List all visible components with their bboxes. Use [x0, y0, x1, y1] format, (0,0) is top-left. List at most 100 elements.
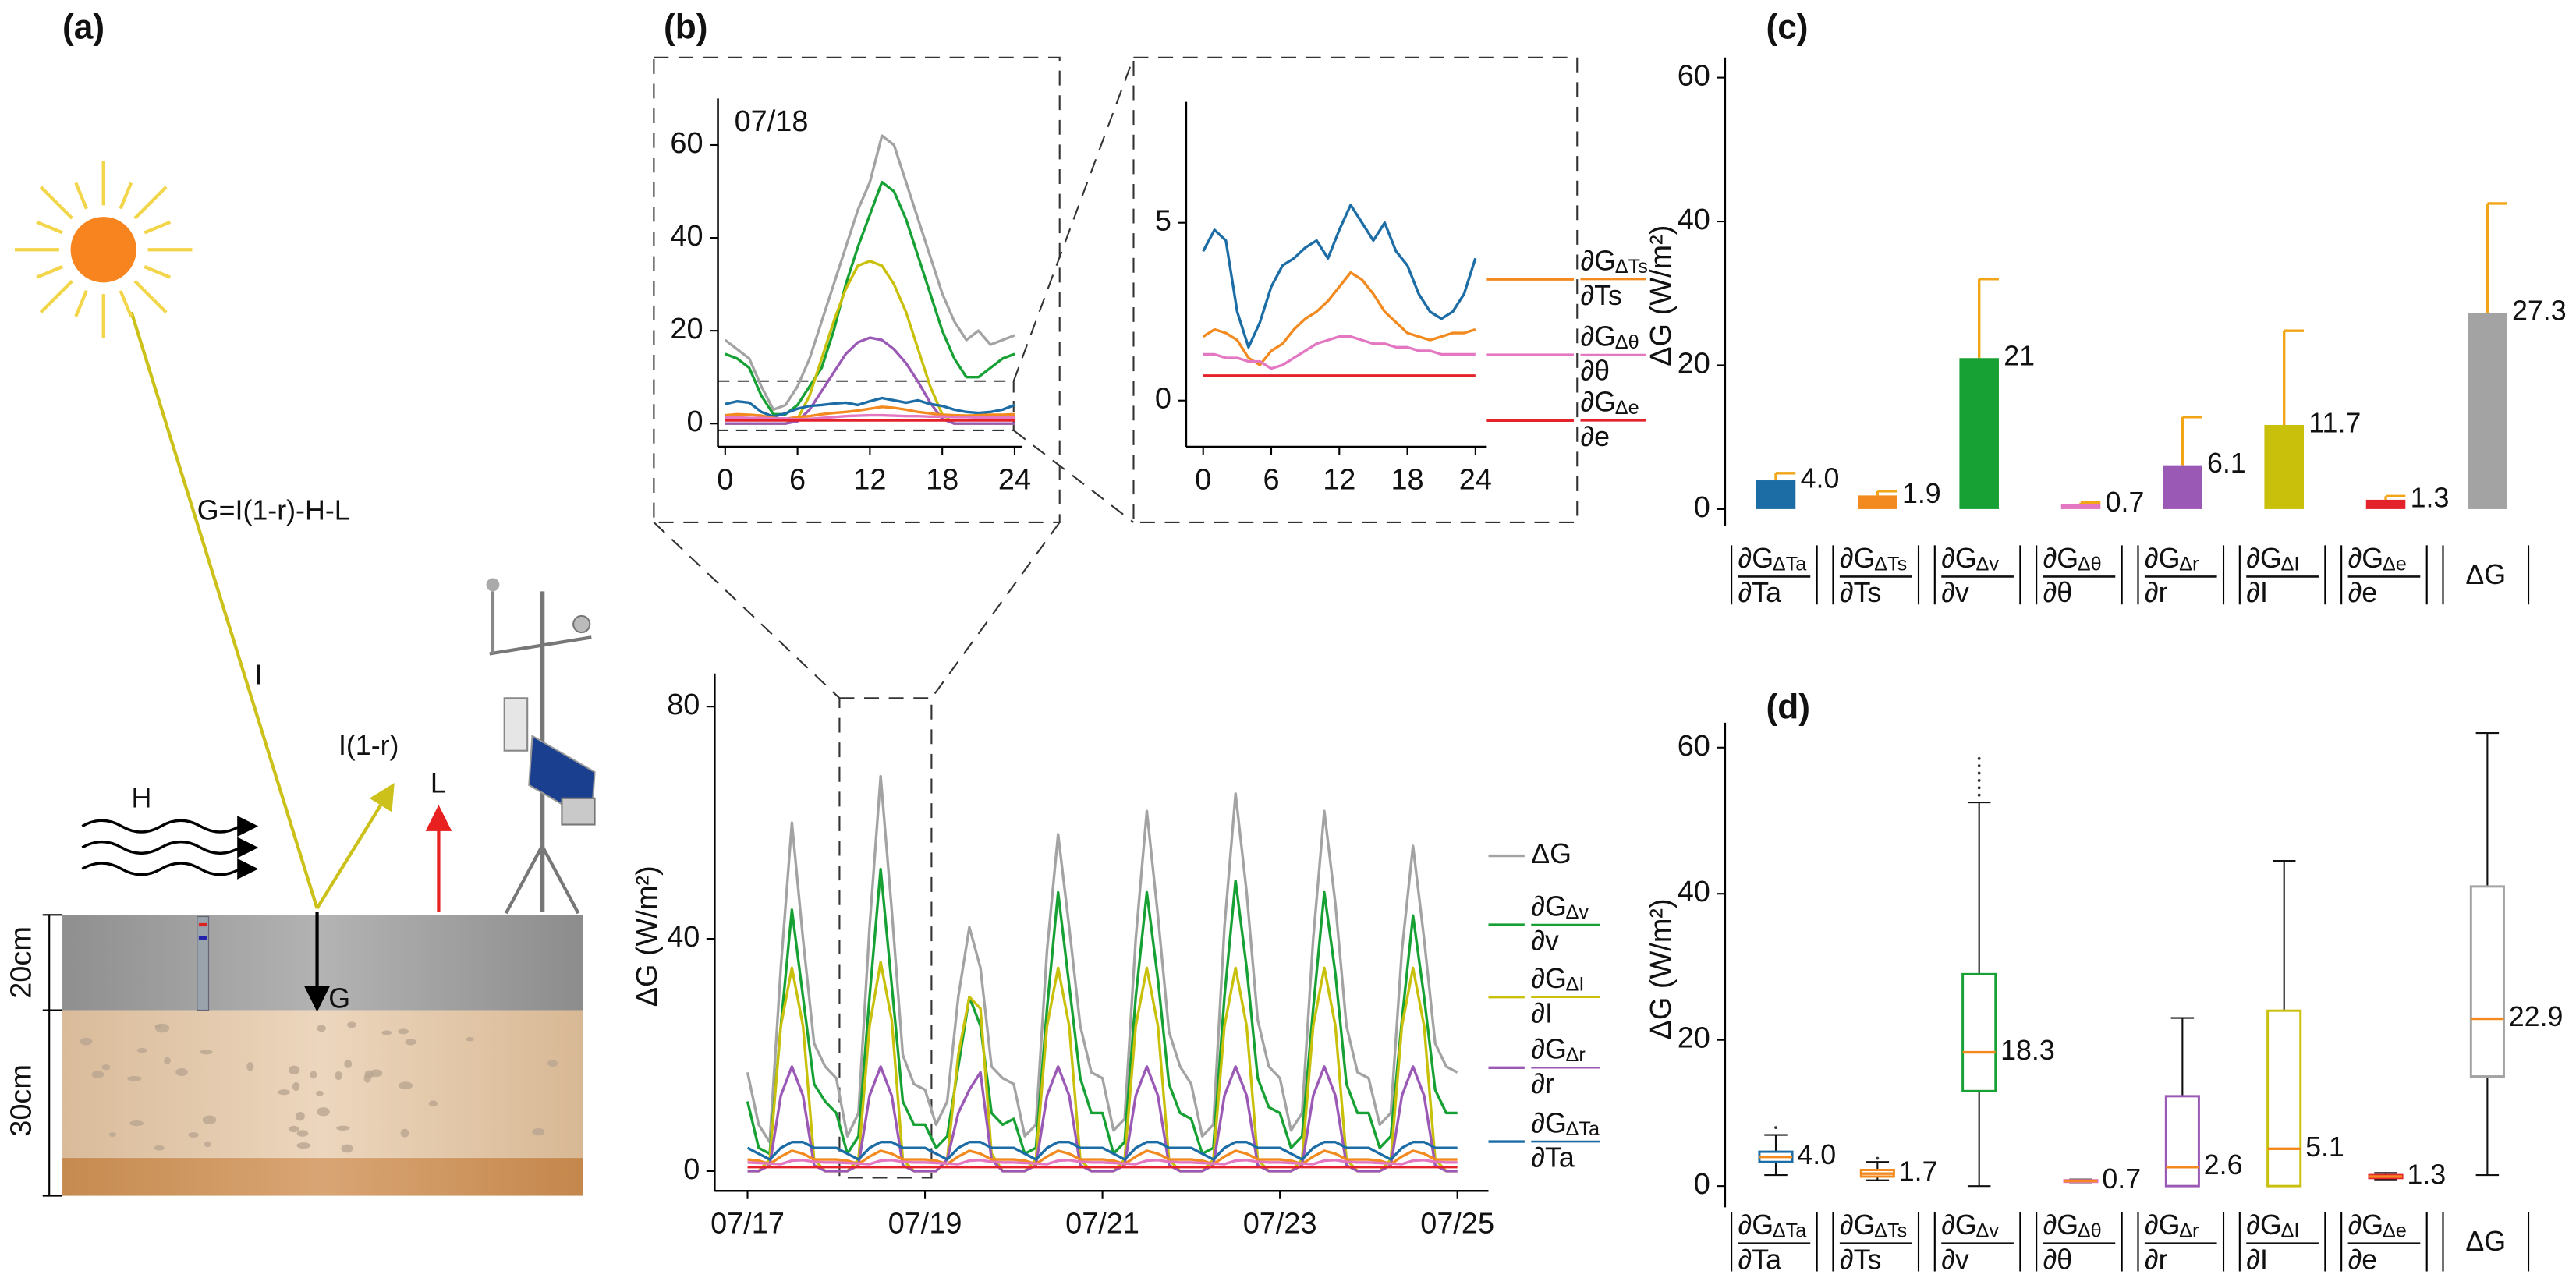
soil-grain: [164, 1057, 171, 1064]
x-tick-label: 24: [998, 463, 1031, 496]
soil-bottom-layer: [62, 1010, 583, 1160]
sun-ray: [144, 265, 172, 279]
x-tick-label: ΔTs: [1874, 553, 1907, 575]
x-tick-label: ΔTa: [1773, 553, 1808, 575]
bar: [2468, 313, 2507, 509]
y-tick-label: 20: [1678, 1022, 1710, 1055]
x-tick-label: ∂I: [2246, 1244, 2268, 1275]
y-tick-label: 40: [1678, 204, 1710, 236]
soil-grain: [428, 1100, 438, 1107]
soil-grain: [91, 1071, 105, 1078]
depth-label: 30cm: [5, 1064, 38, 1137]
radiation-shield: [503, 697, 529, 752]
soil-grain: [108, 1132, 117, 1138]
longwave-label: L: [431, 767, 446, 798]
series-line: [746, 867, 1458, 1156]
x-tick-label: Δv: [1975, 1220, 1999, 1242]
box: [1961, 972, 1997, 1092]
soil-grain: [136, 1048, 147, 1053]
x-tick-label: ∂G: [2145, 543, 2181, 574]
outlier: [1977, 764, 1981, 768]
soil-grain: [317, 1107, 330, 1117]
series-line: [1202, 204, 1477, 349]
x-tick-label: Δe: [2383, 1220, 2407, 1242]
soil-grain: [335, 1071, 342, 1081]
legend-label: ΔTs: [1615, 256, 1648, 278]
soil-grain: [80, 1037, 93, 1046]
series-line: [724, 134, 1015, 412]
value-label: 18.3: [2000, 1035, 2055, 1066]
sensible-heat-wave: [81, 858, 259, 880]
value-label: 27.3: [2512, 296, 2567, 327]
x-tick-label: ∂G: [1738, 543, 1774, 574]
x-tick-label: ΔI: [2280, 553, 2299, 575]
soil-grain: [399, 1081, 413, 1090]
soil-grain: [405, 1038, 416, 1046]
legend-label: Δe: [1615, 397, 1639, 419]
station-arm: [489, 635, 592, 656]
x-tick-label: ∂G: [2145, 1209, 2181, 1241]
soil-grain: [188, 1132, 199, 1138]
y-tick-label: 60: [670, 127, 703, 160]
soil-grain: [101, 1064, 111, 1071]
soil-grain: [175, 1067, 188, 1077]
soil-grain: [466, 1036, 474, 1042]
zoom-region: [838, 697, 933, 1179]
sun: [70, 217, 136, 283]
sensible-heat-wave: [81, 837, 259, 858]
x-tick-label: ∂I: [2246, 577, 2268, 608]
annotation: 07/18: [735, 105, 809, 138]
soil-grain: [278, 1089, 290, 1096]
x-tick-label: 07/21: [1065, 1208, 1139, 1241]
y-tick-label: 40: [667, 921, 700, 954]
legend-label: Δθ: [1615, 331, 1639, 353]
reflected-ray: [315, 782, 395, 910]
soil-grain: [363, 1073, 371, 1083]
x-tick-label: ΔTs: [1874, 1220, 1907, 1242]
x-tick-label: ∂e: [2348, 1244, 2378, 1275]
value-label: 6.1: [2207, 448, 2246, 479]
box: [2266, 1009, 2302, 1188]
outlier: [1977, 779, 1981, 782]
x-tick-label: ∂θ: [2043, 577, 2073, 608]
legend-label: ∂G: [1531, 890, 1567, 922]
outlier: [1876, 1156, 1880, 1160]
soil-grain: [202, 1115, 217, 1125]
x-tick-label: ∂G: [2043, 543, 2079, 574]
equation: G=I(1-r)-H-L: [197, 495, 350, 526]
energy-diagram: 20cm 30cm G=I(1-r)-H-L I I(1-r) L H G: [5, 217, 596, 1197]
x-tick-label: ∂v: [1941, 1244, 1969, 1275]
value-label: 0.7: [2106, 487, 2145, 518]
zoom-connector: [1012, 57, 1135, 382]
inset-frame: [653, 56, 1061, 523]
series-line: [747, 961, 1458, 1173]
sun-ray: [74, 289, 88, 317]
value-label: 21: [2004, 341, 2035, 372]
zoom-connector: [930, 522, 1061, 699]
zoom-connector: [653, 522, 841, 699]
value-label: 2.6: [2204, 1149, 2243, 1181]
x-tick-label: 18: [926, 463, 958, 496]
legend-label: ∂e: [1580, 421, 1610, 452]
soil-grain: [289, 1125, 299, 1133]
soil-grain: [154, 1145, 165, 1151]
value-label: 1.3: [2407, 1159, 2446, 1190]
legend-label: ∂G: [1531, 1107, 1567, 1138]
soil-grain: [347, 1021, 356, 1028]
x-tick-label: 07/19: [888, 1208, 962, 1241]
x-tick-label: ∂Ts: [1840, 1244, 1881, 1275]
sun-ray: [36, 220, 63, 235]
value-label: 1.7: [1899, 1156, 1938, 1188]
x-tick-label: ∂G: [1840, 1209, 1876, 1241]
sensor: [572, 614, 591, 634]
sun-ray: [74, 182, 88, 210]
y-tick-label: 0: [686, 405, 703, 438]
x-tick-label: ∂r: [2145, 577, 2168, 608]
legend-label: ∂v: [1531, 926, 1559, 957]
soil-grain: [341, 1144, 353, 1153]
outlier: [1977, 771, 1981, 775]
value-label: 4.0: [1797, 1139, 1836, 1170]
x-tick-label: ΔG: [2465, 1226, 2506, 1257]
bar: [1756, 480, 1796, 509]
